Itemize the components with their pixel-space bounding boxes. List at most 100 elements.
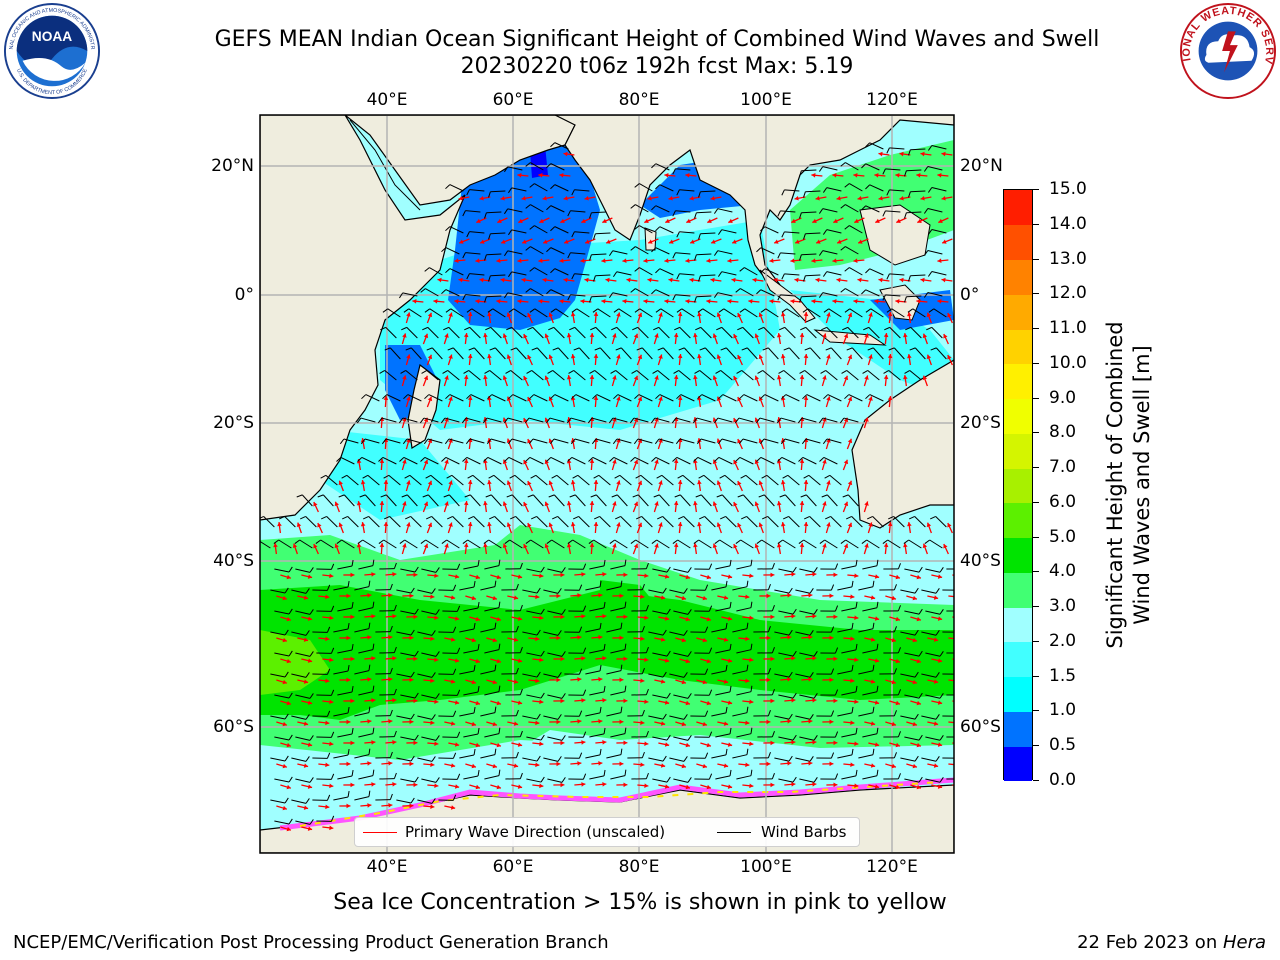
wind-barb [337, 691, 353, 696]
wind-barb [788, 516, 800, 528]
wind-barb-flag [897, 563, 901, 570]
wind-barb-flag [593, 233, 596, 240]
wind-barb [396, 799, 412, 804]
wind-barb [921, 673, 937, 678]
wind-barb-flag [822, 187, 828, 193]
wave-direction-arrowhead [854, 741, 859, 746]
wave-direction-arrowhead [903, 333, 908, 338]
wave-direction-arrowhead [654, 375, 659, 380]
wave-direction-arrowhead [697, 522, 702, 527]
wind-barb [617, 394, 632, 402]
wind-barb [675, 210, 691, 213]
wave-direction-arrowhead [854, 699, 859, 704]
wind-barb [543, 673, 559, 678]
wave-direction-arrowhead [459, 239, 464, 244]
wave-direction-arrowhead [637, 522, 643, 528]
wave-direction-arrowhead [916, 742, 921, 748]
wind-barb [781, 456, 796, 465]
wind-barb-flag [330, 563, 335, 570]
wind-barb [385, 327, 397, 339]
wind-barb-flag [630, 246, 636, 251]
lon-label-top: 60°E [492, 90, 534, 110]
wind-barb-flag [762, 516, 768, 520]
wind-barb-swatch [717, 832, 751, 833]
wave-direction-arrowhead [808, 677, 813, 682]
lon-label-top: 100°E [740, 90, 792, 110]
wave-direction-arrowhead [538, 172, 543, 178]
wind-barb [451, 474, 464, 486]
wave-direction-arrowhead [277, 522, 282, 527]
wave-direction-arrowhead [895, 616, 900, 622]
wind-barb-flag [506, 494, 513, 498]
wind-barb [574, 231, 590, 234]
sea-ice-high [299, 781, 941, 827]
wind-barb [738, 417, 754, 423]
wave-direction-arrowhead [896, 218, 901, 224]
wind-barb [554, 142, 569, 150]
wind-barb [421, 568, 437, 573]
wave-direction-arrowhead [808, 593, 813, 598]
wind-barb [305, 516, 317, 528]
wave-direction-arrowhead [812, 698, 817, 703]
lat-label-left: 20°S [213, 413, 254, 433]
wave-direction-arrowhead [883, 375, 889, 380]
wind-barb-flag [485, 326, 491, 331]
wind-barb [682, 474, 695, 486]
wind-barb [465, 294, 481, 297]
wind-barb [512, 394, 527, 402]
wave-direction-arrowhead [367, 761, 372, 766]
colorbar-tick-label: 3.0 [1049, 596, 1077, 617]
wave-direction-arrowhead [467, 396, 473, 401]
wind-barb [333, 796, 349, 801]
wave-direction-arrowhead [673, 543, 679, 548]
wave-direction-arrowhead [303, 595, 309, 600]
wind-barb [402, 417, 418, 423]
wave-direction-arrowhead [329, 825, 334, 831]
colorbar-tick-label: 11.0 [1049, 318, 1087, 339]
wind-barb [429, 308, 443, 318]
wave-direction-arrowhead [943, 333, 948, 339]
wind-barb-flag [636, 516, 642, 520]
wind-barb [270, 715, 286, 720]
wind-barb [361, 456, 376, 465]
wind-barb [711, 628, 727, 633]
wind-barb-flag [630, 457, 636, 462]
wind-barb-flag [608, 417, 614, 424]
wind-barb [872, 516, 884, 528]
wind-barb [484, 775, 500, 780]
wind-barb-flag [515, 667, 519, 674]
wind-barb-flag [405, 516, 411, 520]
wind-barb-flag [546, 163, 552, 169]
wind-barb [721, 438, 737, 444]
wave-direction-arrowhead [371, 572, 376, 577]
wind-barb [774, 589, 790, 594]
wind-barb-flag [550, 142, 556, 148]
wave-direction-arrowhead [799, 459, 805, 464]
wind-barb [904, 652, 920, 657]
wave-direction-arrowhead [616, 396, 621, 401]
wind-barb [785, 394, 800, 402]
wave-direction-arrowhead [356, 501, 362, 506]
wave-direction-arrowhead [483, 375, 488, 380]
wave-direction-arrowhead [847, 522, 853, 528]
wave-direction-arrowhead [640, 636, 645, 641]
wave-direction-arrowhead [832, 299, 837, 304]
wind-barb [658, 494, 670, 507]
wind-barb [869, 184, 884, 192]
wave-direction-arrowhead [770, 698, 775, 704]
wind-barb-flag [288, 734, 293, 741]
colorbar-tick-mark [1033, 362, 1039, 364]
wind-barb [805, 494, 817, 507]
wind-barb-flag [578, 626, 583, 633]
wave-direction-arrowhead [870, 763, 876, 768]
wind-barb-flag [494, 706, 497, 713]
wave-direction-arrowhead [282, 763, 287, 769]
wind-barb [448, 438, 464, 444]
wave-direction-arrowhead [454, 784, 460, 789]
wind-barb [592, 456, 607, 465]
wind-barb-flag [819, 457, 825, 462]
wave-direction-arrowhead [622, 258, 627, 264]
wave-direction-arrowhead [602, 698, 607, 703]
wave-direction-arrowhead [292, 543, 298, 549]
wave-direction-arrowhead [556, 761, 561, 767]
